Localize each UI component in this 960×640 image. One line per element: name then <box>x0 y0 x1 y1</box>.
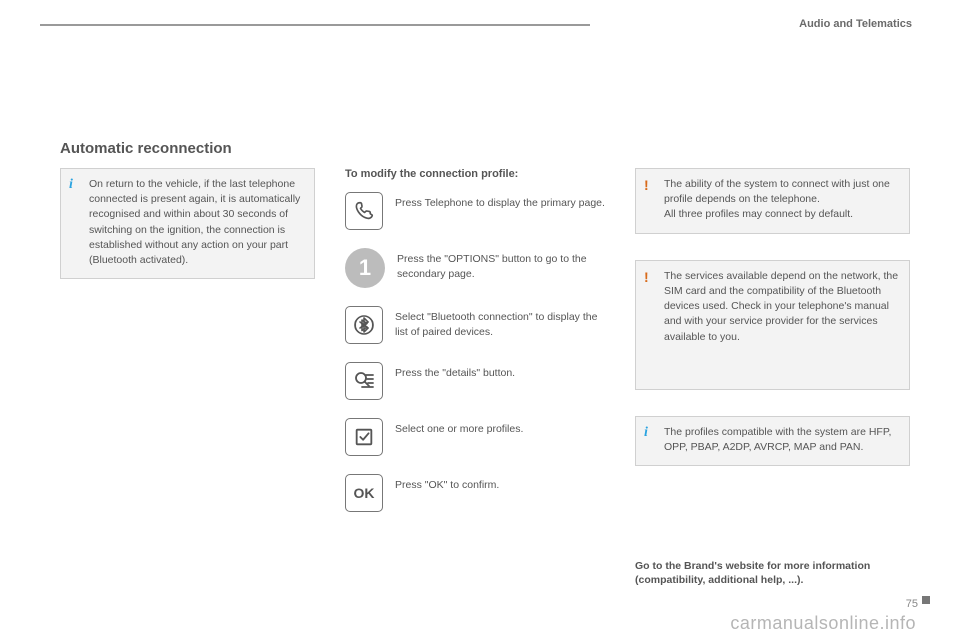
step-text: Press Telephone to display the primary p… <box>395 192 605 211</box>
page-number: 75 <box>906 598 918 610</box>
info-icon: i <box>644 423 648 443</box>
info-box-profiles: i The profiles compatible with the syste… <box>635 416 910 466</box>
step-text: Press the "details" button. <box>395 362 515 381</box>
step-details: Press the "details" button. <box>345 362 605 400</box>
step-select-profiles: Select one or more profiles. <box>345 418 605 456</box>
warn-box-text: The ability of the system to connect wit… <box>664 178 890 220</box>
column-left: i On return to the vehicle, if the last … <box>60 168 315 305</box>
phone-icon <box>345 192 383 230</box>
step-options: 1 Press the "OPTIONS" button to go to th… <box>345 248 605 288</box>
warning-icon: ! <box>644 175 649 195</box>
warn-box-services: ! The services available depend on the n… <box>635 260 910 390</box>
step-phone: Press Telephone to display the primary p… <box>345 192 605 230</box>
step-ok: OK Press "OK" to confirm. <box>345 474 605 512</box>
checkbox-icon <box>345 418 383 456</box>
warn-box-text: The services available depend on the net… <box>664 270 898 343</box>
column-middle: To modify the connection profile: Press … <box>345 168 605 530</box>
step-text: Press "OK" to confirm. <box>395 474 499 493</box>
warning-icon: ! <box>644 267 649 287</box>
digit-1-icon: 1 <box>345 248 385 288</box>
warn-box-ability: ! The ability of the system to connect w… <box>635 168 910 234</box>
step-text: Select one or more profiles. <box>395 418 523 437</box>
info-box-return: i On return to the vehicle, if the last … <box>60 168 315 279</box>
column-right: ! The ability of the system to connect w… <box>635 168 910 492</box>
step-bluetooth: Select "Bluetooth connection" to display… <box>345 306 605 344</box>
section-title: Automatic reconnection <box>60 140 232 157</box>
step-text: Select "Bluetooth connection" to display… <box>395 306 605 339</box>
modify-intro: To modify the connection profile: <box>345 168 605 180</box>
watermark: carmanualsonline.info <box>730 613 916 634</box>
magnify-list-icon <box>345 362 383 400</box>
chapter-title: Audio and Telematics <box>799 18 912 30</box>
footer-note: Go to the Brand's website for more infor… <box>635 559 915 588</box>
info-box-text: The profiles compatible with the system … <box>664 426 891 453</box>
step-text: Press the "OPTIONS" button to go to the … <box>397 248 605 281</box>
ok-label: OK <box>354 485 375 501</box>
top-rule <box>40 24 590 26</box>
info-box-text: On return to the vehicle, if the last te… <box>89 178 300 266</box>
info-icon: i <box>69 175 73 195</box>
ok-icon: OK <box>345 474 383 512</box>
bluetooth-icon <box>345 306 383 344</box>
page-marker <box>922 596 930 604</box>
